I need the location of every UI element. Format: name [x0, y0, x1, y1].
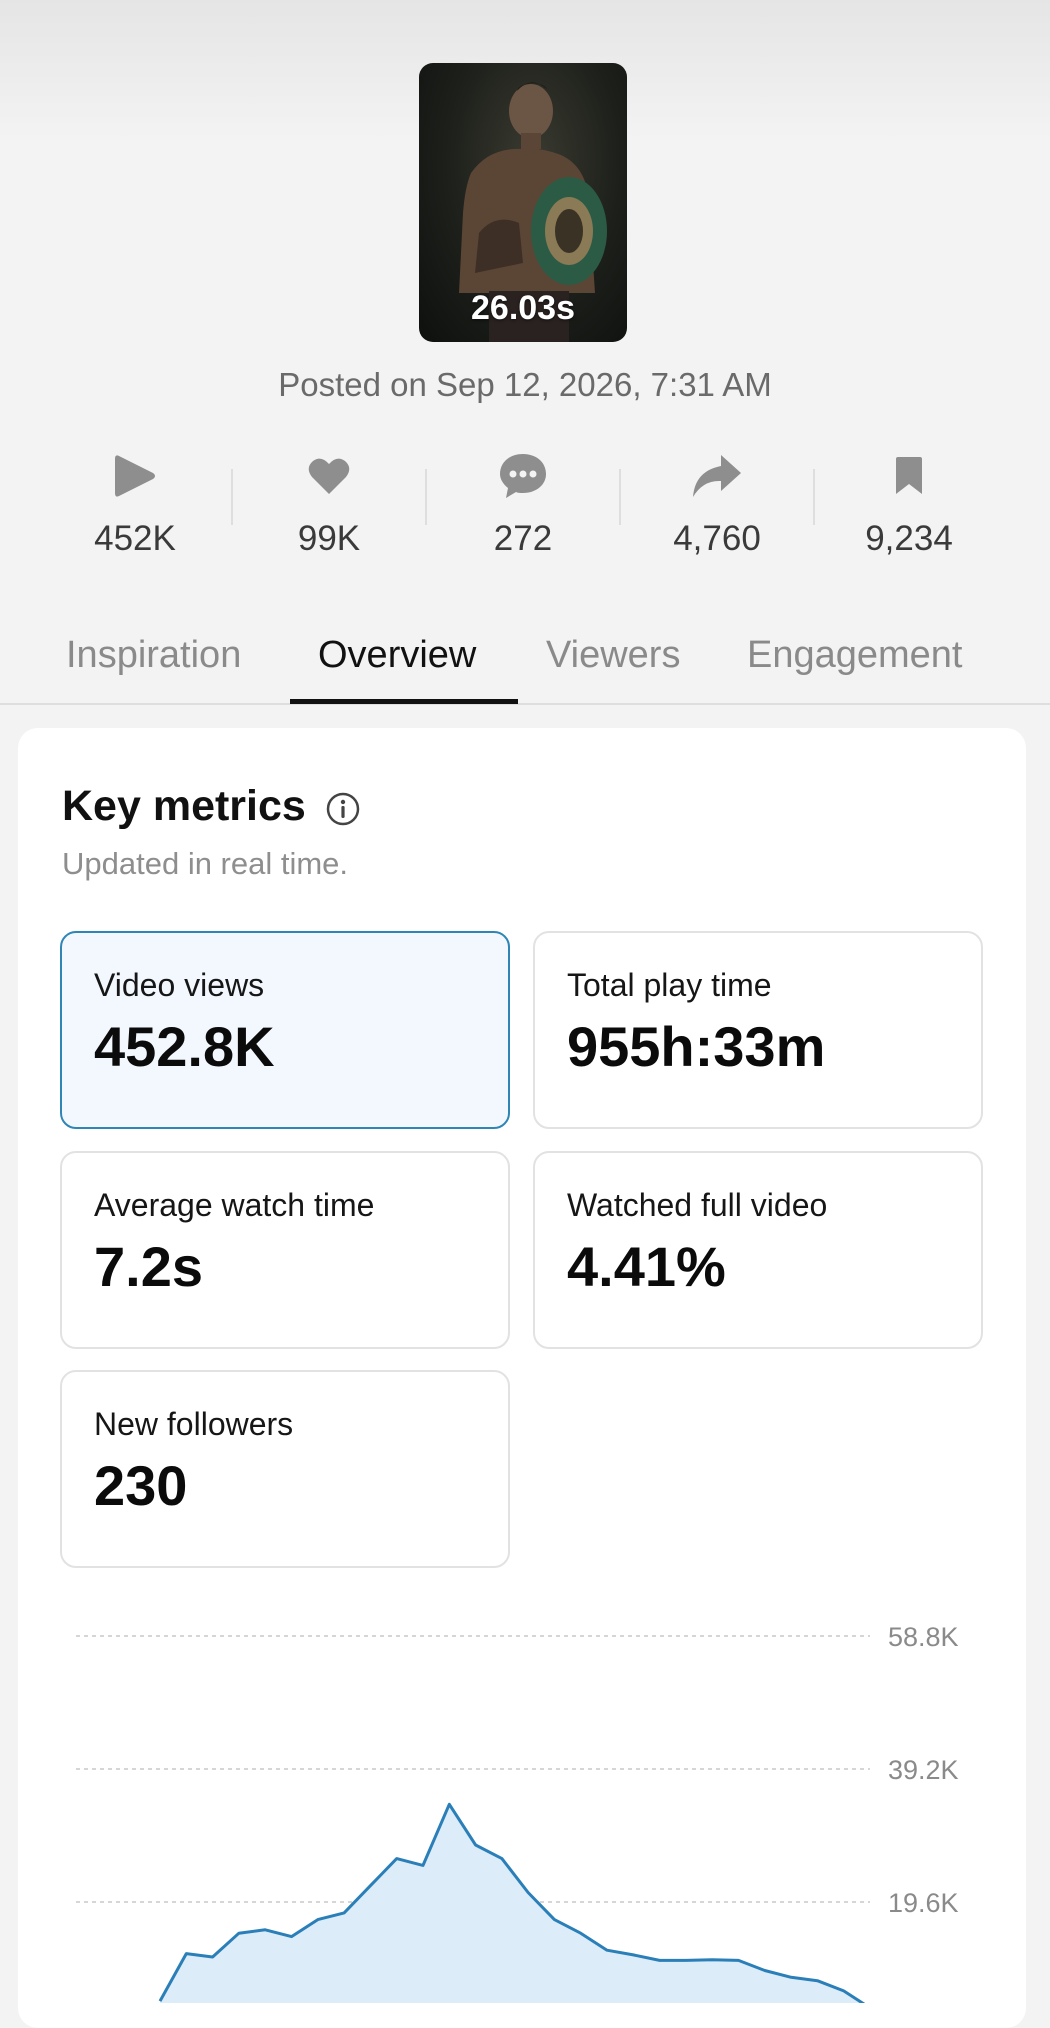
- active-tab-indicator: [290, 699, 518, 704]
- section-title: Key metrics: [62, 782, 306, 831]
- heart-icon: [307, 456, 351, 496]
- metric-value: 230: [94, 1453, 508, 1518]
- analytics-tabs: Inspiration Overview Viewers Engagement: [0, 628, 1050, 705]
- metric-value: 7.2s: [94, 1234, 508, 1299]
- stat-shares: 4,760: [620, 445, 814, 559]
- stat-comments: 272: [426, 445, 620, 559]
- metric-card-watched-full-video[interactable]: Watched full video 4.41%: [533, 1151, 983, 1349]
- metric-card-average-watch-time[interactable]: Average watch time 7.2s: [60, 1151, 510, 1349]
- metric-label: Total play time: [567, 967, 981, 1004]
- stat-favorites: 9,234: [812, 445, 1006, 559]
- metric-label: New followers: [94, 1406, 508, 1443]
- y-tick-label: 19.6K: [888, 1888, 959, 1918]
- metric-label: Video views: [94, 967, 508, 1004]
- bookmark-icon: [893, 456, 925, 496]
- posted-date: Posted on Sep 12, 2026, 7:31 AM: [0, 366, 1050, 404]
- y-tick-label: 58.8K: [888, 1622, 959, 1652]
- chart-area: [160, 1804, 870, 2003]
- stat-views: 452K: [38, 445, 232, 559]
- metric-label: Watched full video: [567, 1187, 981, 1224]
- metric-value: 4.41%: [567, 1234, 981, 1299]
- section-subtitle: Updated in real time.: [62, 846, 348, 882]
- share-icon: [691, 453, 743, 499]
- tab-overview[interactable]: Overview: [318, 628, 476, 705]
- stat-likes: 99K: [232, 445, 426, 559]
- play-icon: [113, 452, 157, 500]
- tab-inspiration[interactable]: Inspiration: [66, 628, 241, 705]
- metric-card-new-followers[interactable]: New followers 230: [60, 1370, 510, 1568]
- y-tick-label: 39.2K: [888, 1755, 959, 1785]
- info-icon[interactable]: [325, 791, 361, 827]
- metric-value: 452.8K: [94, 1014, 508, 1079]
- video-thumbnail[interactable]: 26.03s: [419, 63, 627, 342]
- stats-row: 452K 99K 272 4,760: [0, 445, 1050, 565]
- tab-engagement[interactable]: Engagement: [747, 628, 963, 705]
- metric-card-total-play-time[interactable]: Total play time 955h:33m: [533, 931, 983, 1129]
- video-duration: 26.03s: [419, 289, 627, 328]
- comment-icon: [498, 452, 548, 500]
- metric-label: Average watch time: [94, 1187, 508, 1224]
- metric-value: 955h:33m: [567, 1014, 981, 1079]
- metric-card-video-views[interactable]: Video views 452.8K: [60, 931, 510, 1129]
- video-views-chart[interactable]: 58.8K 39.2K 19.6K: [0, 1610, 1050, 2003]
- tab-viewers[interactable]: Viewers: [546, 628, 680, 705]
